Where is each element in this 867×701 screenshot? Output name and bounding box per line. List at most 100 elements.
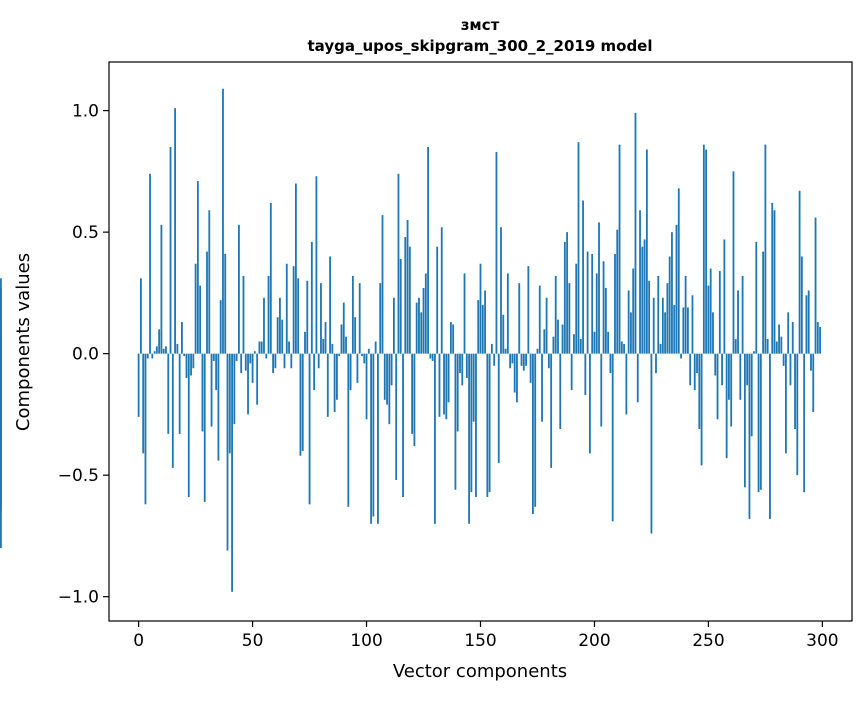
bar-264 bbox=[739, 353, 742, 400]
bar-44 bbox=[238, 224, 240, 354]
bar-204 bbox=[602, 261, 605, 354]
bar-299 bbox=[819, 326, 821, 354]
bar-86 bbox=[333, 353, 336, 412]
bar-82 bbox=[324, 322, 327, 354]
bar-126 bbox=[424, 273, 427, 354]
bar-170 bbox=[525, 353, 527, 366]
bar-293 bbox=[805, 295, 808, 354]
bar-259 bbox=[728, 353, 730, 400]
bar-131 bbox=[436, 246, 439, 354]
bar-2 bbox=[142, 353, 145, 454]
bar-38 bbox=[224, 254, 227, 354]
bar-123 bbox=[418, 297, 420, 354]
bar-97 bbox=[358, 283, 361, 354]
bar-118 bbox=[406, 219, 409, 354]
bar-285 bbox=[787, 312, 790, 354]
bar-13 bbox=[167, 353, 170, 434]
bar-254 bbox=[716, 353, 719, 420]
bar-42 bbox=[233, 353, 236, 425]
bar-169 bbox=[522, 353, 525, 371]
bar-23 bbox=[190, 353, 192, 376]
bar-193 bbox=[577, 142, 580, 354]
bar-232 bbox=[666, 283, 669, 354]
y-tick-label: 0.0 bbox=[72, 345, 99, 365]
y-tick-label: −1.0 bbox=[58, 588, 99, 608]
bar-253 bbox=[714, 353, 717, 376]
bar-297 bbox=[814, 217, 817, 354]
bar-111 bbox=[390, 353, 393, 386]
bar-205 bbox=[604, 288, 607, 354]
bar-283 bbox=[782, 353, 785, 366]
bar-8 bbox=[155, 346, 158, 354]
bar-209 bbox=[614, 254, 616, 354]
x-axis-label: Vector components bbox=[393, 661, 567, 682]
bar-100 bbox=[365, 353, 368, 420]
y-axis-label: Components values bbox=[13, 253, 34, 431]
bar-130 bbox=[434, 353, 436, 524]
bar-162 bbox=[506, 273, 509, 354]
bar-135 bbox=[445, 353, 448, 420]
bar-159 bbox=[500, 227, 502, 354]
bar-144 bbox=[465, 353, 468, 378]
bar-62 bbox=[279, 297, 281, 354]
bar-246 bbox=[698, 353, 701, 429]
bar-155 bbox=[490, 343, 493, 354]
bar-203 bbox=[600, 353, 603, 427]
bar-61 bbox=[276, 317, 279, 354]
bar-154 bbox=[488, 353, 491, 493]
bar-undefined bbox=[0, 319, 2, 354]
bar-58 bbox=[269, 202, 272, 354]
bar-229 bbox=[659, 343, 662, 354]
bar-129 bbox=[431, 353, 434, 361]
bar-145 bbox=[468, 353, 471, 524]
bar-270 bbox=[753, 351, 755, 354]
bar-241 bbox=[686, 307, 689, 354]
bar-235 bbox=[673, 305, 676, 354]
bar-49 bbox=[249, 353, 252, 364]
bar-164 bbox=[511, 353, 514, 364]
bar-202 bbox=[598, 222, 600, 354]
bar-106 bbox=[379, 283, 382, 354]
bar-94 bbox=[351, 275, 354, 354]
bar-78 bbox=[315, 176, 318, 354]
bar-207 bbox=[609, 353, 612, 374]
bar-70 bbox=[297, 278, 300, 354]
bar-175 bbox=[536, 348, 539, 354]
bar-266 bbox=[743, 353, 746, 488]
bar-41 bbox=[231, 353, 233, 592]
bar-177 bbox=[541, 353, 543, 422]
bar-167 bbox=[518, 283, 521, 354]
bar-216 bbox=[630, 312, 632, 354]
bar-19 bbox=[181, 322, 183, 354]
bar-119 bbox=[408, 246, 411, 354]
bar-228 bbox=[657, 275, 660, 354]
bar-12 bbox=[165, 346, 167, 354]
bar-40 bbox=[228, 353, 231, 454]
bar-115 bbox=[399, 258, 402, 354]
bar-281 bbox=[778, 324, 780, 354]
x-tick-label: 200 bbox=[578, 631, 610, 651]
bar-0 bbox=[137, 353, 140, 417]
bar-9 bbox=[158, 329, 161, 354]
bar-63 bbox=[281, 319, 284, 354]
bar-263 bbox=[737, 290, 739, 354]
bar-99 bbox=[363, 353, 366, 364]
bar-136 bbox=[447, 353, 450, 403]
bar-248 bbox=[702, 144, 705, 354]
bar-147 bbox=[472, 353, 475, 422]
bar-10 bbox=[160, 224, 163, 354]
bar-24 bbox=[192, 353, 195, 369]
bar-206 bbox=[607, 331, 610, 354]
x-tick-label: 0 bbox=[133, 631, 144, 651]
bar-32 bbox=[210, 353, 213, 427]
bar-14 bbox=[169, 147, 172, 354]
bar-85 bbox=[331, 343, 334, 354]
y-tick-label: 0.5 bbox=[72, 223, 99, 243]
bar-46 bbox=[242, 275, 245, 354]
bar-15 bbox=[171, 353, 174, 468]
bar-33 bbox=[212, 353, 215, 361]
bar-88 bbox=[338, 353, 341, 357]
bar-188 bbox=[566, 232, 569, 354]
bar-196 bbox=[584, 353, 587, 395]
